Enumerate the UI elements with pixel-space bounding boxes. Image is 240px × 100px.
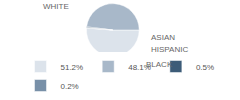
svg-text:BLACK: BLACK [146,60,173,69]
svg-text:ASIAN: ASIAN [151,33,175,42]
svg-text:0.2%: 0.2% [61,82,79,91]
svg-text:HISPANIC: HISPANIC [151,45,188,54]
svg-text:0.5%: 0.5% [196,63,214,72]
svg-text:48.1%: 48.1% [128,63,151,72]
svg-text:WHITE: WHITE [43,2,69,11]
svg-text:51.2%: 51.2% [61,63,84,72]
